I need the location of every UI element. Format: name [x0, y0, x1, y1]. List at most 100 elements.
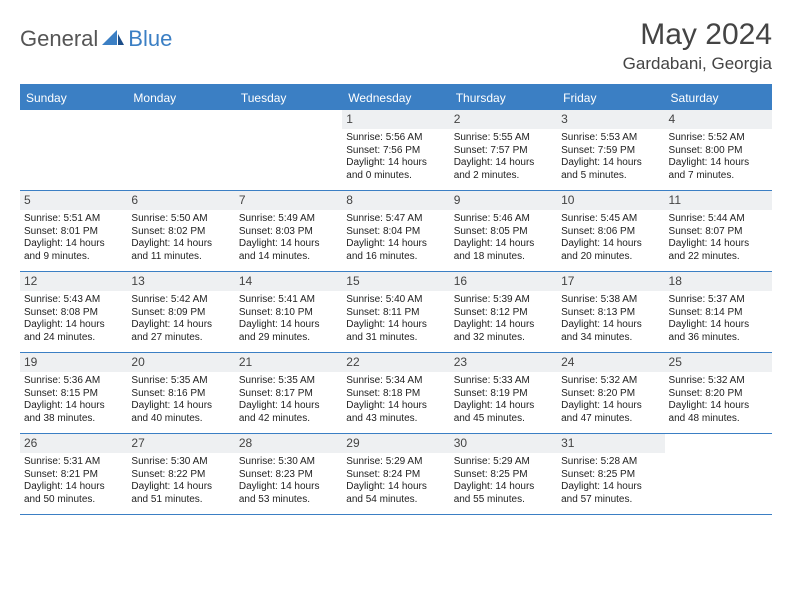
daylight2-text: and 18 minutes.	[454, 251, 553, 264]
daylight1-text: Daylight: 14 hours	[131, 319, 230, 332]
daylight2-text: and 11 minutes.	[131, 251, 230, 264]
day-cell	[20, 110, 127, 190]
day-cell: 2Sunrise: 5:55 AMSunset: 7:57 PMDaylight…	[450, 110, 557, 190]
daylight1-text: Daylight: 14 hours	[561, 157, 660, 170]
daylight1-text: Daylight: 14 hours	[346, 400, 445, 413]
week-row: 12Sunrise: 5:43 AMSunset: 8:08 PMDayligh…	[20, 272, 772, 353]
sunrise-text: Sunrise: 5:36 AM	[24, 375, 123, 388]
sunset-text: Sunset: 7:59 PM	[561, 145, 660, 158]
page-title: May 2024	[623, 18, 772, 52]
day-number: 29	[342, 434, 449, 453]
daylight2-text: and 40 minutes.	[131, 413, 230, 426]
day-number: 15	[342, 272, 449, 291]
daylight1-text: Daylight: 14 hours	[346, 319, 445, 332]
day-cell: 30Sunrise: 5:29 AMSunset: 8:25 PMDayligh…	[450, 434, 557, 514]
day-cell: 6Sunrise: 5:50 AMSunset: 8:02 PMDaylight…	[127, 191, 234, 271]
sunrise-text: Sunrise: 5:45 AM	[561, 213, 660, 226]
dayname-tue: Tuesday	[235, 86, 342, 110]
day-number: 4	[665, 110, 772, 129]
daylight1-text: Daylight: 14 hours	[24, 238, 123, 251]
day-number: 16	[450, 272, 557, 291]
sunset-text: Sunset: 8:07 PM	[669, 226, 768, 239]
day-number: 8	[342, 191, 449, 210]
daylight1-text: Daylight: 14 hours	[24, 400, 123, 413]
dayname-fri: Friday	[557, 86, 664, 110]
sunrise-text: Sunrise: 5:53 AM	[561, 132, 660, 145]
sunrise-text: Sunrise: 5:29 AM	[346, 456, 445, 469]
sunrise-text: Sunrise: 5:56 AM	[346, 132, 445, 145]
sunrise-text: Sunrise: 5:52 AM	[669, 132, 768, 145]
daylight1-text: Daylight: 14 hours	[131, 481, 230, 494]
day-number: 11	[665, 191, 772, 210]
day-cell: 23Sunrise: 5:33 AMSunset: 8:19 PMDayligh…	[450, 353, 557, 433]
day-cell: 13Sunrise: 5:42 AMSunset: 8:09 PMDayligh…	[127, 272, 234, 352]
logo-text-general: General	[20, 26, 98, 52]
sunrise-text: Sunrise: 5:50 AM	[131, 213, 230, 226]
sunset-text: Sunset: 8:11 PM	[346, 307, 445, 320]
sunrise-text: Sunrise: 5:31 AM	[24, 456, 123, 469]
sunrise-text: Sunrise: 5:41 AM	[239, 294, 338, 307]
sunset-text: Sunset: 8:24 PM	[346, 469, 445, 482]
daylight2-text: and 31 minutes.	[346, 332, 445, 345]
day-cell: 12Sunrise: 5:43 AMSunset: 8:08 PMDayligh…	[20, 272, 127, 352]
daylight1-text: Daylight: 14 hours	[346, 238, 445, 251]
daylight2-text: and 47 minutes.	[561, 413, 660, 426]
sunrise-text: Sunrise: 5:37 AM	[669, 294, 768, 307]
dayname-sat: Saturday	[665, 86, 772, 110]
day-cell: 8Sunrise: 5:47 AMSunset: 8:04 PMDaylight…	[342, 191, 449, 271]
day-cell: 7Sunrise: 5:49 AMSunset: 8:03 PMDaylight…	[235, 191, 342, 271]
day-cell: 28Sunrise: 5:30 AMSunset: 8:23 PMDayligh…	[235, 434, 342, 514]
week-row: 1Sunrise: 5:56 AMSunset: 7:56 PMDaylight…	[20, 110, 772, 191]
day-cell: 20Sunrise: 5:35 AMSunset: 8:16 PMDayligh…	[127, 353, 234, 433]
day-cell: 18Sunrise: 5:37 AMSunset: 8:14 PMDayligh…	[665, 272, 772, 352]
sunset-text: Sunset: 8:10 PM	[239, 307, 338, 320]
sunrise-text: Sunrise: 5:40 AM	[346, 294, 445, 307]
day-number: 30	[450, 434, 557, 453]
sunrise-text: Sunrise: 5:30 AM	[131, 456, 230, 469]
sunrise-text: Sunrise: 5:55 AM	[454, 132, 553, 145]
daylight1-text: Daylight: 14 hours	[669, 238, 768, 251]
daylight2-text: and 54 minutes.	[346, 494, 445, 507]
daylight2-text: and 24 minutes.	[24, 332, 123, 345]
sunset-text: Sunset: 8:12 PM	[454, 307, 553, 320]
daylight2-text: and 27 minutes.	[131, 332, 230, 345]
sunrise-text: Sunrise: 5:39 AM	[454, 294, 553, 307]
day-cell	[127, 110, 234, 190]
dayname-mon: Monday	[127, 86, 234, 110]
calendar-grid: Sunday Monday Tuesday Wednesday Thursday…	[20, 84, 772, 515]
day-cell: 31Sunrise: 5:28 AMSunset: 8:25 PMDayligh…	[557, 434, 664, 514]
day-number: 13	[127, 272, 234, 291]
page-subtitle: Gardabani, Georgia	[623, 54, 772, 74]
day-cell: 4Sunrise: 5:52 AMSunset: 8:00 PMDaylight…	[665, 110, 772, 190]
day-cell: 22Sunrise: 5:34 AMSunset: 8:18 PMDayligh…	[342, 353, 449, 433]
daylight1-text: Daylight: 14 hours	[24, 481, 123, 494]
day-cell: 24Sunrise: 5:32 AMSunset: 8:20 PMDayligh…	[557, 353, 664, 433]
sunrise-text: Sunrise: 5:44 AM	[669, 213, 768, 226]
daylight1-text: Daylight: 14 hours	[239, 400, 338, 413]
day-cell: 11 Sunrise: 5:44 AMSunset: 8:07 PMDayligh…	[665, 191, 772, 271]
sunset-text: Sunset: 8:08 PM	[24, 307, 123, 320]
sunrise-text: Sunrise: 5:29 AM	[454, 456, 553, 469]
sunrise-text: Sunrise: 5:38 AM	[561, 294, 660, 307]
daylight1-text: Daylight: 14 hours	[346, 157, 445, 170]
week-row: 5Sunrise: 5:51 AMSunset: 8:01 PMDaylight…	[20, 191, 772, 272]
daylight2-text: and 0 minutes.	[346, 170, 445, 183]
sunset-text: Sunset: 8:01 PM	[24, 226, 123, 239]
dayname-thu: Thursday	[450, 86, 557, 110]
day-cell: 21Sunrise: 5:35 AMSunset: 8:17 PMDayligh…	[235, 353, 342, 433]
daylight2-text: and 36 minutes.	[669, 332, 768, 345]
daylight2-text: and 48 minutes.	[669, 413, 768, 426]
sunset-text: Sunset: 8:06 PM	[561, 226, 660, 239]
sunrise-text: Sunrise: 5:47 AM	[346, 213, 445, 226]
week-row: 26Sunrise: 5:31 AMSunset: 8:21 PMDayligh…	[20, 434, 772, 515]
day-cell: 15 Sunrise: 5:40 AMSunset: 8:11 PMDayligh…	[342, 272, 449, 352]
daylight2-text: and 51 minutes.	[131, 494, 230, 507]
sunrise-text: Sunrise: 5:28 AM	[561, 456, 660, 469]
daylight2-text: and 45 minutes.	[454, 413, 553, 426]
daylight1-text: Daylight: 14 hours	[561, 238, 660, 251]
day-cell: 10Sunrise: 5:45 AMSunset: 8:06 PMDayligh…	[557, 191, 664, 271]
daylight1-text: Daylight: 14 hours	[669, 319, 768, 332]
daylight2-text: and 42 minutes.	[239, 413, 338, 426]
daylight2-text: and 53 minutes.	[239, 494, 338, 507]
day-number: 9	[450, 191, 557, 210]
